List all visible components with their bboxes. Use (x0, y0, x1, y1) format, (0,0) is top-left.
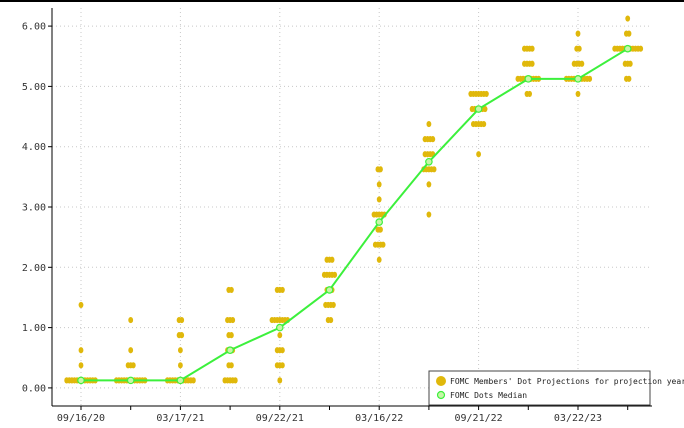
dot-projection (638, 45, 644, 52)
dot-projection (378, 226, 383, 233)
legend-median-label: FOMC Dots Median (450, 391, 527, 400)
dot-projection (130, 362, 136, 369)
median-point (226, 346, 234, 355)
dot-projection (78, 347, 84, 354)
y-tick-label: 2.00 (22, 263, 46, 274)
dot-projection (426, 211, 432, 218)
dot-projection (128, 347, 134, 354)
y-tick-label: 6.00 (22, 22, 46, 33)
median-point (375, 218, 384, 226)
dots-layer (64, 15, 644, 384)
dot-projection (529, 45, 535, 52)
dot-projection (431, 166, 437, 173)
dot-projection (378, 166, 383, 173)
legend-dots-marker (436, 376, 446, 386)
x-tick-label: 03/16/22 (355, 413, 403, 424)
dot-projection (481, 120, 487, 128)
x-tick-label: 03/22/23 (554, 413, 602, 424)
dot-projection (426, 181, 432, 188)
dot-projection (229, 362, 234, 369)
dot-projection (229, 286, 234, 294)
median-point (176, 376, 185, 385)
median-point (77, 376, 85, 385)
median-point (126, 376, 135, 385)
dot-projection (527, 90, 532, 98)
dot-projection (587, 75, 593, 82)
median-point (574, 75, 582, 83)
dot-projection (529, 60, 535, 67)
dot-projection (179, 332, 185, 339)
x-tick-label: 09/22/21 (256, 413, 304, 424)
dot-projection (626, 30, 632, 37)
dot-projection (579, 60, 585, 67)
dot-projection (626, 75, 632, 82)
dot-projection (179, 316, 185, 324)
dot-projection (627, 60, 633, 67)
dot-projection (426, 120, 432, 128)
dot-projection (482, 105, 488, 113)
legend-dots-label: FOMC Members' Dot Projections for projec… (450, 377, 684, 386)
median-point (474, 105, 483, 113)
dot-projection (575, 30, 581, 37)
dot-projection (376, 196, 382, 203)
median-layer (77, 44, 632, 385)
dot-projection (280, 286, 285, 294)
dot-projection (178, 362, 183, 369)
median-line (81, 47, 629, 382)
dot-projection (332, 271, 338, 278)
median-point (325, 286, 334, 294)
dot-projection (78, 362, 84, 369)
dot-projection (229, 332, 234, 339)
dot-projection (625, 15, 631, 22)
x-tick-label: 09/16/20 (57, 413, 105, 424)
dot-projection (230, 316, 236, 324)
median-point (524, 75, 533, 83)
dot-projection (191, 377, 196, 384)
dot-projection (128, 316, 134, 324)
dot-projection (277, 377, 283, 384)
dot-projection (484, 90, 489, 98)
dot-projection (430, 136, 436, 143)
dot-projection (178, 347, 183, 354)
x-tick-label: 03/17/21 (156, 413, 204, 424)
dot-projection (380, 241, 386, 248)
dot-projection (376, 181, 382, 188)
dot-projection (232, 377, 238, 384)
y-tick-label: 5.00 (22, 82, 46, 93)
median-point (425, 157, 433, 166)
legend: FOMC Members' Dot Projections for projec… (428, 370, 684, 406)
y-tick-label: 3.00 (22, 203, 46, 214)
y-tick-label: 4.00 (22, 142, 46, 153)
y-tick-label: 0.00 (22, 383, 46, 394)
median-point (623, 44, 632, 53)
x-tick-label: 09/21/22 (455, 413, 503, 424)
dot-projection (78, 301, 84, 309)
dot-projection (575, 90, 581, 98)
dot-projection (576, 45, 582, 52)
dot-projection (331, 301, 336, 309)
dot-projection (277, 332, 283, 339)
dot-projection (280, 362, 285, 369)
y-tick-label: 1.00 (22, 323, 46, 334)
axis-layer: 0.00 1.00 2.00 3.00 4.00 5.00 6.00 09/16/20 03/1… (22, 8, 652, 424)
legend-median-marker (436, 390, 446, 400)
dot-projection (376, 256, 382, 263)
dot-projection (329, 256, 335, 263)
dot-projection (280, 347, 285, 354)
dot-projection (476, 151, 481, 158)
median-point (275, 323, 284, 332)
legend-box (428, 370, 651, 406)
grid-layer (52, 8, 652, 406)
dot-projection (328, 316, 334, 324)
